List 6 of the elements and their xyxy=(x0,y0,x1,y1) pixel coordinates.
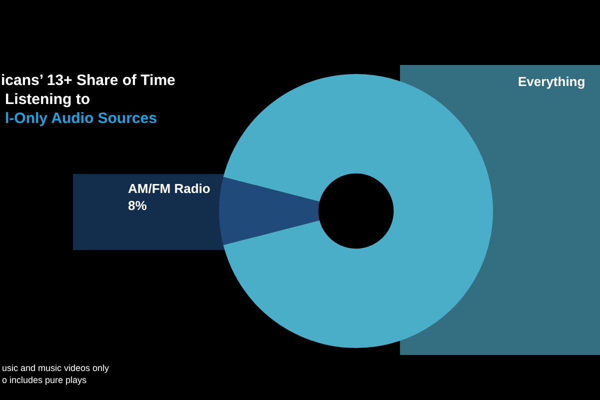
slice-label: AM/FM Radio xyxy=(128,181,210,196)
text: usic and music videos only xyxy=(2,362,110,374)
text: o includes pure plays xyxy=(2,374,88,386)
text: icans’ 13+ Share of Time Listening to l-Only Audio Sources xyxy=(1,71,176,128)
data-label: 8% xyxy=(128,198,148,214)
slice-label: Everything xyxy=(518,74,586,90)
